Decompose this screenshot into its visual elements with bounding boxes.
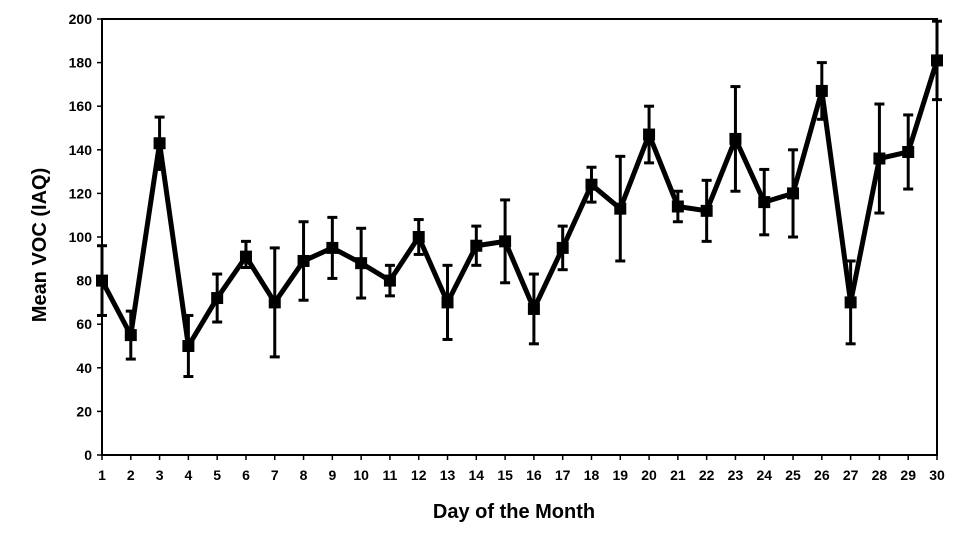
x-tick-label: 14 (469, 467, 485, 483)
data-point (96, 274, 108, 287)
x-tick-label: 6 (242, 467, 250, 483)
x-tick-label: 28 (872, 467, 888, 483)
data-point (643, 128, 656, 141)
x-tick-label: 3 (156, 467, 164, 483)
data-point (758, 196, 771, 209)
x-axis: 1 2 3 4 5 6 7 8 9 10 11 12 13 14 15 16 17 18 19 20 21 22 23 24 2… (98, 455, 945, 483)
data-point (585, 178, 598, 191)
x-tick-label: 16 (526, 467, 542, 483)
error-bars (97, 19, 942, 379)
x-tick-label: 24 (756, 467, 772, 483)
x-tick-label: 2 (127, 467, 135, 483)
y-tick-label: 180 (69, 55, 93, 71)
data-point (124, 329, 137, 342)
data-point (931, 54, 943, 67)
data-point (470, 239, 483, 252)
y-tick-label: 60 (76, 316, 92, 332)
x-tick-label: 12 (411, 467, 427, 483)
data-point (211, 292, 224, 305)
y-tick-label: 20 (76, 403, 92, 419)
y-axis-title: Mean VOC (IAQ) (29, 168, 51, 322)
x-tick-label: 7 (271, 467, 279, 483)
plot-border (101, 18, 938, 456)
y-tick-label: 80 (76, 273, 92, 289)
x-tick-label: 1 (98, 467, 106, 483)
x-tick-label: 17 (555, 467, 571, 483)
x-tick-label: 23 (728, 467, 744, 483)
data-point (902, 145, 915, 158)
data-markers (96, 54, 943, 352)
data-point (787, 187, 800, 200)
y-axis: 0 20 40 60 80 100 120 140 160 180 200 (69, 11, 102, 463)
y-tick-label: 0 (84, 447, 92, 463)
x-tick-label: 13 (440, 467, 456, 483)
x-axis-title: Day of the Month (433, 501, 595, 523)
x-tick-label: 10 (353, 467, 369, 483)
x-tick-label: 8 (300, 467, 308, 483)
data-point (527, 302, 540, 315)
data-point (326, 241, 339, 254)
data-point (700, 204, 713, 217)
data-point (441, 296, 454, 309)
y-tick-label: 40 (76, 360, 92, 376)
series-line (99, 59, 940, 349)
data-point (182, 340, 195, 352)
x-tick-label: 26 (814, 467, 830, 483)
data-point (614, 202, 627, 215)
data-point (412, 231, 425, 243)
x-tick-label: 29 (900, 467, 916, 483)
data-point (815, 84, 828, 97)
x-tick-label: 9 (328, 467, 336, 483)
x-tick-label: 21 (670, 467, 686, 483)
y-tick-label: 120 (69, 185, 93, 201)
x-tick-label: 30 (929, 467, 945, 483)
x-tick-label: 22 (699, 467, 715, 483)
x-tick-label: 25 (785, 467, 801, 483)
x-tick-label: 11 (383, 467, 398, 483)
x-tick-label: 19 (612, 467, 628, 483)
plot-area (101, 18, 938, 456)
data-point (844, 296, 857, 309)
data-point (729, 132, 742, 145)
data-point (671, 200, 684, 213)
data-point (556, 241, 569, 254)
data-point (873, 152, 886, 165)
y-tick-label: 200 (69, 11, 93, 27)
x-tick-label: 18 (584, 467, 600, 483)
data-point (499, 235, 512, 248)
x-tick-label: 27 (843, 467, 859, 483)
x-tick-label: 5 (213, 467, 221, 483)
series-line-group (99, 59, 940, 349)
y-tick-label: 100 (69, 229, 93, 245)
data-point (297, 254, 310, 267)
y-tick-label: 140 (69, 142, 93, 158)
data-point (268, 296, 281, 309)
x-tick-label: 4 (184, 467, 192, 483)
x-tick-label: 20 (641, 467, 657, 483)
data-point (355, 257, 368, 270)
data-point (153, 137, 166, 150)
data-point (383, 274, 396, 287)
y-tick-label: 160 (69, 98, 93, 114)
data-point (239, 250, 252, 263)
x-tick-label: 15 (497, 467, 513, 483)
